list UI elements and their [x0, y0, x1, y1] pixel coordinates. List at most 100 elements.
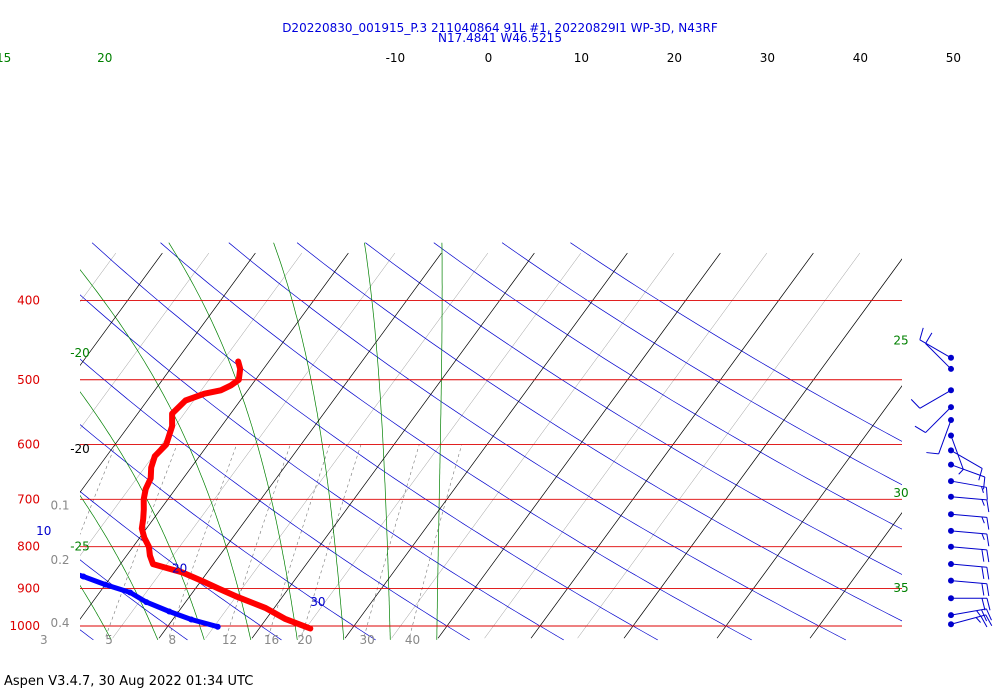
isotherm-label: 40: [853, 51, 868, 65]
isotherm-label: 20: [667, 51, 682, 65]
mixing-ratio-line: [80, 444, 116, 535]
dewpoint-point: [188, 616, 195, 623]
dry-adiabat: [80, 424, 376, 641]
isotherm-label: 30: [760, 51, 775, 65]
skewed-gridline: [80, 252, 210, 430]
pressure-tick-label: 1000: [9, 619, 40, 633]
wind-barb: [948, 527, 990, 547]
skewed-gridline: [577, 252, 861, 639]
wind-barb: [948, 478, 988, 500]
dry-adiabat: [570, 242, 902, 442]
dry-adiabat: [433, 242, 902, 530]
isotherm: [623, 258, 902, 639]
moist-adiabat-label: 15: [0, 51, 11, 65]
skewed-gridline: [484, 252, 768, 639]
moist-adiabat: [364, 242, 391, 640]
dewpoint-point: [7, 528, 13, 534]
left-scale-label: 0.4: [50, 616, 69, 630]
dry-adiabat: [80, 358, 470, 641]
moist-adiabat-label: 25: [893, 334, 908, 348]
isotherm: [251, 252, 535, 639]
isotherm: [80, 252, 349, 620]
moist-adiabat-label: -20: [70, 346, 90, 360]
moist-adiabat-label: 35: [893, 581, 908, 595]
mixing-ratio-line: [363, 444, 420, 637]
moist-adiabat: [273, 242, 345, 640]
skewed-gridline: [391, 252, 675, 639]
dry-adiabat: [365, 242, 902, 575]
isotherm: [809, 512, 902, 639]
wind-barb: [948, 432, 964, 475]
wind-barb: [914, 404, 954, 433]
mixing-ratio-label: 30: [360, 633, 375, 647]
wind-barb: [948, 614, 993, 628]
isotherm-label: 0: [485, 51, 493, 65]
dewpoint-point: [127, 589, 134, 596]
software-footer: Aspen V3.4.7, 30 Aug 2022 01:34 UTC: [4, 674, 254, 689]
isotherm-label: -10: [386, 51, 406, 65]
wind-barb: [948, 493, 990, 513]
pressure-tick-label: 500: [17, 373, 40, 387]
dry-adiabat: [228, 242, 846, 641]
dry-adiabat: [80, 490, 282, 641]
skewed-gridline: [80, 252, 303, 557]
wind-barb: [948, 447, 983, 481]
wind-barb: [948, 543, 990, 563]
moist-adiabat-label: 20: [97, 51, 112, 65]
dewpoint-point: [166, 608, 173, 615]
pressure-tick-label: 600: [17, 438, 40, 452]
mixing-ratio-line: [409, 444, 462, 637]
dewpoint-point: [5, 532, 11, 538]
mixing-ratio-label: 16: [264, 633, 279, 647]
moist-adiabat-label: -25: [70, 540, 90, 554]
wind-barb: [948, 608, 992, 622]
left-scale-label: -20: [70, 442, 90, 456]
moist-adiabat: [0, 243, 18, 640]
temperature-profile: [138, 358, 314, 632]
wind-barb: [948, 577, 990, 597]
dewpoint-point: [30, 559, 36, 565]
dewpoint-point: [214, 623, 221, 630]
moist-adiabat: [436, 242, 443, 640]
dry-adiabat: [80, 559, 188, 641]
dry-adiabat-label: 30: [310, 595, 325, 609]
isotherm-label: 50: [946, 51, 961, 65]
wind-barb: [948, 511, 990, 530]
isotherm-label: 10: [574, 51, 589, 65]
left-scale-label: 0.2: [50, 553, 69, 567]
wind-barb: [925, 332, 954, 372]
skewed-gridline: [112, 252, 396, 639]
pressure-tick-label: 800: [17, 540, 40, 554]
mixing-ratio-label: 3: [40, 633, 48, 647]
dewpoint-point: [80, 573, 87, 580]
chart-title: D20220830_001915_P.3 211040864 91L #1, 2…: [282, 21, 718, 35]
dry-adiabat: [91, 242, 658, 641]
isotherm: [437, 252, 721, 639]
mixing-ratio-line: [168, 444, 237, 637]
dewpoint-point: [102, 581, 109, 588]
moist-adiabat-label: 30: [893, 486, 908, 500]
mixing-ratio-label: 8: [169, 633, 177, 647]
wind-barb: [926, 417, 954, 455]
dewpoint-point: [39, 407, 45, 413]
wind-barb: [919, 327, 954, 361]
wind-barb: [910, 387, 954, 409]
isotherm: [80, 252, 256, 493]
dry-adiabat: [80, 294, 564, 641]
isotherm: [344, 252, 628, 639]
isotherm: [80, 252, 163, 367]
dry-adiabat: [501, 242, 902, 486]
wind-barb: [948, 595, 991, 611]
pressure-tick-label: 400: [17, 293, 40, 307]
mixing-ratio-line: [301, 444, 362, 637]
wind-barb: [948, 561, 990, 580]
dewpoint-point: [143, 599, 150, 606]
wind-barb: [948, 461, 986, 490]
mixing-ratio-label: 40: [405, 633, 420, 647]
dry-adiabat-label: 10: [36, 524, 51, 538]
pressure-tick-label: 900: [17, 582, 40, 596]
mixing-ratio-label: 20: [297, 633, 312, 647]
skewed-gridline: [298, 252, 582, 639]
dewpoint-point: [11, 417, 17, 423]
